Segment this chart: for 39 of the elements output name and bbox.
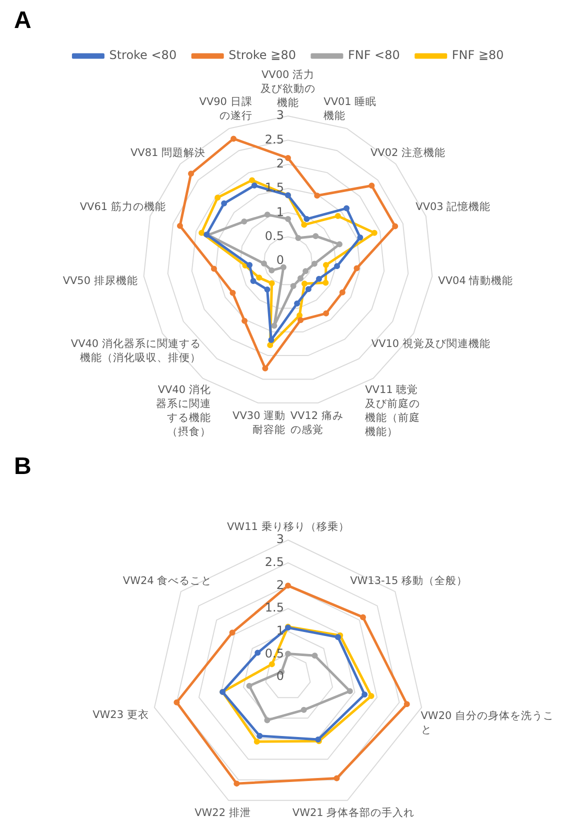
spoke-label: VW22 排泄 <box>194 806 251 820</box>
spoke-label: VV00 活力及び欲動の機能 <box>260 68 316 110</box>
spoke-label: VV61 筋力の機能 <box>80 200 166 214</box>
spoke-label: VW11 乗り移り（移乗） <box>227 520 350 534</box>
spoke-label: VV01 睡眠機能 <box>324 95 378 124</box>
spoke-label: VV03 記憶機能 <box>416 200 491 214</box>
spoke-label: VW20 自分の身体を洗うこと <box>420 708 556 737</box>
spoke-label: VV02 注意機能 <box>370 146 446 160</box>
legend-label: FNF ≧80 <box>452 48 504 62</box>
spoke-label: VV40 消化器系に関連する機能（摂食） <box>154 383 211 440</box>
legend-label: Stroke <80 <box>109 48 177 62</box>
y-tick-label: 0.5 <box>264 228 284 243</box>
y-tick-label: 3 <box>276 532 284 546</box>
y-tick-label: 0 <box>276 669 284 684</box>
spoke-label: VV90 日課の遂行 <box>198 95 252 124</box>
y-tick-label: 1.5 <box>264 600 284 615</box>
spoke-label: VV10 視覚及び関連機能 <box>371 336 490 350</box>
spoke-label: VV81 問題解決 <box>130 146 206 160</box>
spoke-label: VW24 食べること <box>122 574 212 588</box>
spoke-label: VW21 身体各部の手入れ <box>292 806 415 820</box>
legend-label: Stroke ≧80 <box>228 48 296 62</box>
y-tick-label: 2 <box>276 578 284 592</box>
chart-title: A <box>13 7 32 34</box>
y-tick-label: 2.5 <box>264 554 284 569</box>
spoke-label: VV30 運動耐容能 <box>232 408 286 437</box>
spoke-label: VV12 痛みの感覚 <box>290 408 344 437</box>
y-tick-label: 2.5 <box>264 132 284 146</box>
legend-label: FNF <80 <box>348 48 400 62</box>
spoke-label: VV11 聴覚及び前庭の機能（前庭機能） <box>365 383 422 440</box>
chart-title: B <box>13 453 32 480</box>
spoke-label: VV50 排尿機能 <box>62 274 138 288</box>
spoke-label: VV04 情動機能 <box>438 274 514 288</box>
spoke-label: VW23 更衣 <box>92 708 149 722</box>
spoke-label: VW13-15 移動（全般） <box>350 574 468 588</box>
y-tick-label: 0 <box>276 253 284 268</box>
spoke-label: VV40 消化器系に関連する機能（消化吸収、排便） <box>70 336 201 364</box>
y-tick-label: 3 <box>276 108 284 122</box>
y-tick-label: 1 <box>276 204 284 219</box>
y-tick-label: 2 <box>276 156 284 170</box>
